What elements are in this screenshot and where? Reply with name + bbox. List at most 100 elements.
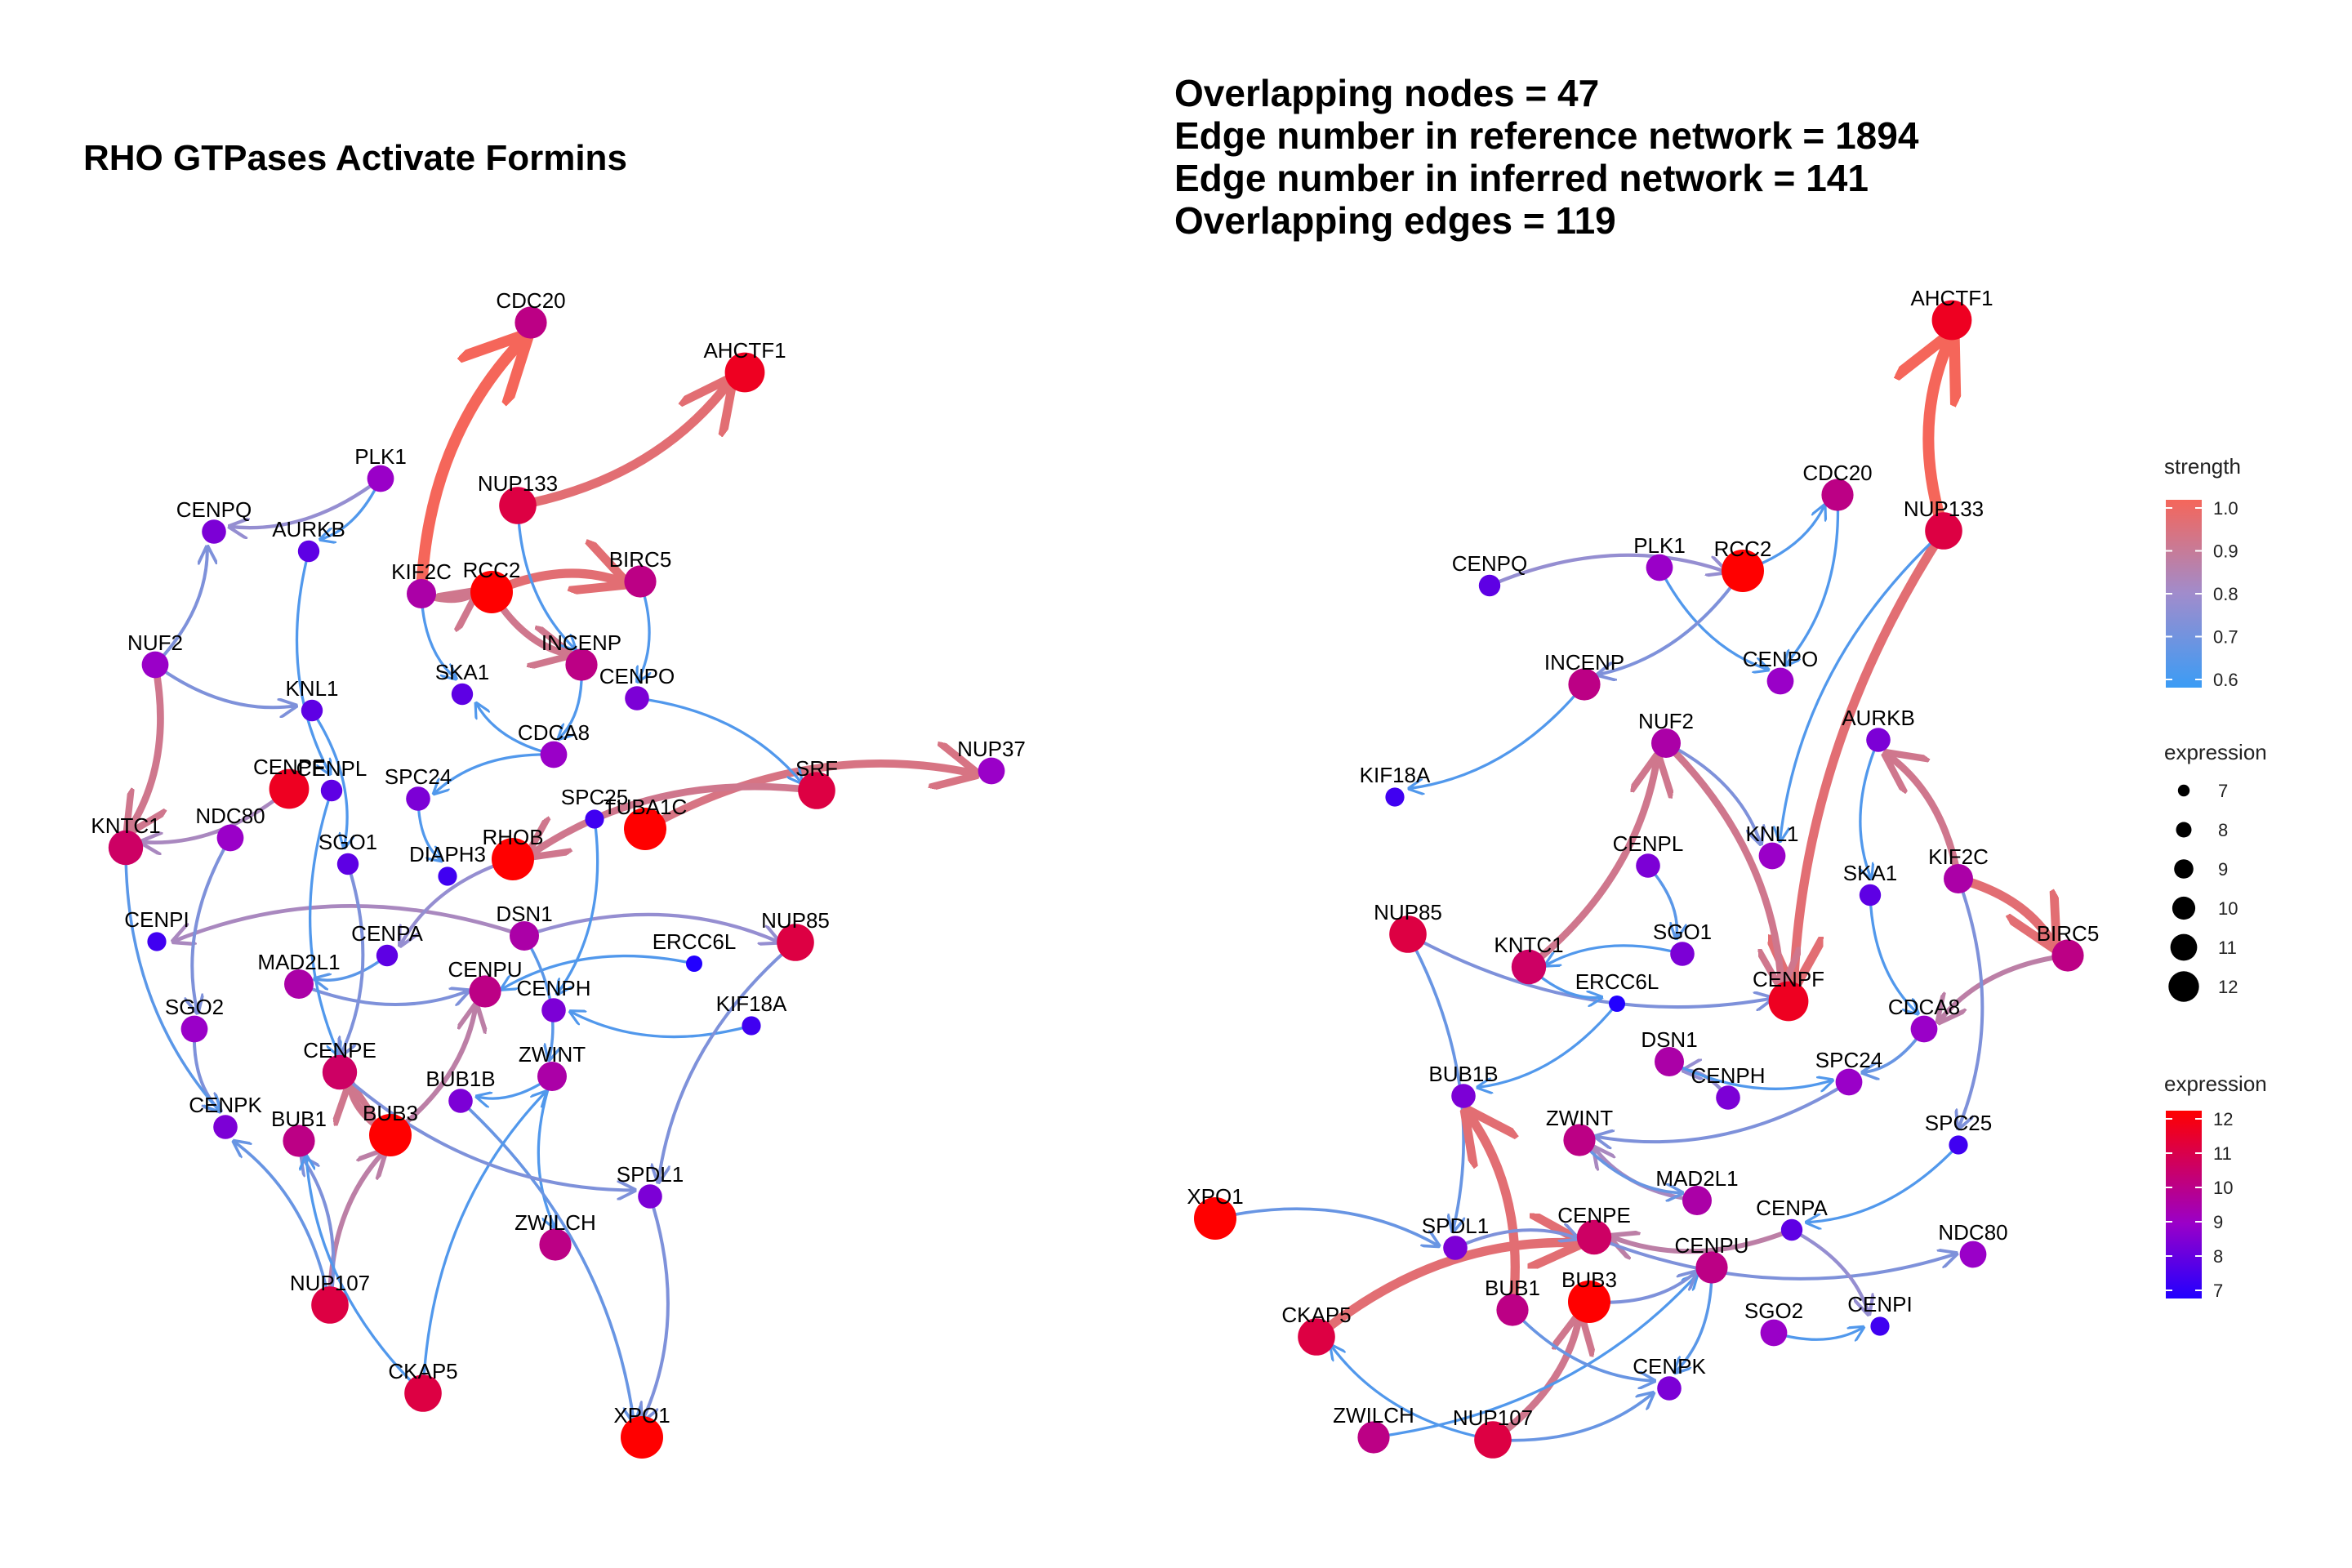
left-node-diaph3: DIAPH3 bbox=[409, 842, 486, 886]
left-edge-nuf2-to-cenpq bbox=[154, 547, 207, 666]
strength-legend: strength 1.0 0.9 0.8 0.7 0.6 bbox=[2164, 454, 2241, 690]
right-node-circle-zwilch bbox=[1357, 1421, 1390, 1454]
left-edge-cdca8-to-spc24 bbox=[434, 753, 555, 794]
right-node-circle-spc25 bbox=[1949, 1135, 1968, 1155]
right-edge-nup133-to-cenpf bbox=[1793, 526, 1949, 986]
left-node-nup85: NUP85 bbox=[761, 908, 830, 961]
left-edge-nup107-to-cenpk bbox=[234, 1142, 332, 1307]
right-node-cenpq: CENPQ bbox=[1452, 551, 1527, 597]
left-node-circle-kif2c bbox=[407, 579, 436, 608]
left-node-cenpk: CENPK bbox=[189, 1093, 262, 1139]
right-node-circle-spc24 bbox=[1835, 1068, 1863, 1096]
left-node-birc5: BIRC5 bbox=[609, 547, 671, 598]
left-node-circle-cenpq bbox=[202, 519, 226, 544]
right-node-label-bub1b: BUB1B bbox=[1428, 1062, 1498, 1086]
left-node-dsn1: DSN1 bbox=[496, 902, 553, 951]
right-node-label-ercc6l: ERCC6L bbox=[1575, 969, 1659, 994]
right-node-cenpa: CENPA bbox=[1756, 1196, 1828, 1241]
right-node-label-nup85: NUP85 bbox=[1374, 900, 1442, 924]
left-node-zwilch: ZWILCH bbox=[514, 1210, 596, 1261]
expression-colorbar bbox=[2166, 1111, 2202, 1298]
right-node-circle-incenp bbox=[1568, 668, 1601, 701]
right-node-circle-dsn1 bbox=[1655, 1047, 1684, 1076]
right-node-label-cdc20: CDC20 bbox=[1802, 461, 1872, 485]
left-node-circle-spc25 bbox=[585, 809, 604, 829]
left-node-label-nup37: NUP37 bbox=[957, 737, 1026, 761]
left-node-label-cenpq: CENPQ bbox=[176, 497, 252, 522]
right-node-label-spdl1: SPDL1 bbox=[1422, 1214, 1489, 1238]
right-node-circle-sgo1 bbox=[1670, 942, 1695, 966]
left-edge-kntc1-to-cenpk bbox=[124, 846, 220, 1111]
left-panel-title: RHO GTPases Activate Formins bbox=[83, 138, 627, 178]
right-node-label-plk1: PLK1 bbox=[1633, 533, 1686, 558]
right-node-label-cenpq: CENPQ bbox=[1452, 551, 1527, 576]
left-edge-knl1-to-sgo1 bbox=[310, 709, 347, 848]
right-node-circle-cenph bbox=[1716, 1085, 1740, 1110]
left-node-circle-kntc1 bbox=[108, 830, 144, 866]
right-node-label-cenpl: CENPL bbox=[1613, 831, 1684, 856]
left-node-circle-srf bbox=[798, 772, 835, 809]
left-node-circle-aurkb bbox=[297, 540, 320, 563]
right-edge-incenp-to-kif18a bbox=[1410, 683, 1586, 789]
left-node-label-bub1b: BUB1B bbox=[425, 1067, 495, 1091]
left-node-rcc2: RCC2 bbox=[463, 558, 520, 613]
right-node-nuf2: NUF2 bbox=[1638, 709, 1694, 758]
expression-size-legend-title: expression bbox=[2164, 740, 2267, 764]
left-node-circle-cenpl bbox=[320, 779, 343, 802]
left-node-circle-nup85 bbox=[777, 924, 814, 961]
right-edge-cenpa-to-cenpi bbox=[1789, 1227, 1869, 1314]
left-node-plk1: PLK1 bbox=[354, 444, 407, 492]
left-node-label-tuba1c: TUBA1C bbox=[604, 795, 688, 819]
right-node-circle-rcc2 bbox=[1722, 550, 1764, 592]
right-node-sgo2: SGO2 bbox=[1744, 1298, 1803, 1347]
right-node-label-spc25: SPC25 bbox=[1925, 1111, 1992, 1135]
left-node-mad2l1: MAD2L1 bbox=[257, 950, 341, 999]
strength-tick-label: 0.7 bbox=[2213, 627, 2238, 648]
right-network-edges bbox=[1214, 336, 2070, 1444]
expression-color-legend: expression 12 11 10 9 8 7 bbox=[2164, 1071, 2267, 1301]
right-node-label-kif2c: KIF2C bbox=[1928, 844, 1989, 869]
right-node-circle-cdc20 bbox=[1821, 479, 1854, 511]
left-node-label-sgo2: SGO2 bbox=[165, 995, 224, 1019]
right-node-nup107: NUP107 bbox=[1453, 1405, 1533, 1459]
left-node-label-nup133: NUP133 bbox=[478, 471, 558, 496]
left-edge-kif18a-to-cenph bbox=[570, 1012, 753, 1039]
right-node-zwint: ZWINT bbox=[1546, 1106, 1613, 1156]
right-edge-sgo2-to-cenpi bbox=[1772, 1327, 1864, 1339]
right-edge-ckap5-to-cenpe bbox=[1312, 1243, 1579, 1342]
expression-color-tick-label: 12 bbox=[2213, 1109, 2233, 1129]
right-edge-nup107-to-cenpk bbox=[1491, 1393, 1653, 1442]
left-node-ckap5: CKAP5 bbox=[388, 1359, 458, 1412]
inferred-network-panel: Overlapping nodes = 47 Edge number in re… bbox=[1174, 72, 2099, 1459]
expression-color-ticks: 12 11 10 9 8 7 bbox=[2166, 1109, 2233, 1301]
left-node-circle-spc24 bbox=[406, 786, 430, 811]
right-node-circle-zwint bbox=[1563, 1124, 1596, 1156]
left-node-circle-spdl1 bbox=[638, 1184, 662, 1209]
right-node-xpo1: XPO1 bbox=[1187, 1184, 1244, 1240]
right-node-circle-cenpl bbox=[1636, 853, 1660, 878]
right-node-label-bub3: BUB3 bbox=[1561, 1267, 1617, 1292]
left-edge-cenpf-to-kntc1 bbox=[141, 786, 292, 843]
left-node-label-cenpo: CENPO bbox=[599, 664, 675, 688]
right-node-mad2l1: MAD2L1 bbox=[1655, 1166, 1739, 1215]
right-node-aurkb: AURKB bbox=[1842, 706, 1915, 752]
left-node-label-bub3: BUB3 bbox=[363, 1101, 418, 1125]
right-node-label-birc5: BIRC5 bbox=[2037, 921, 2100, 946]
right-node-circle-cdca8 bbox=[1910, 1015, 1938, 1043]
left-node-circle-knl1 bbox=[301, 699, 323, 722]
left-node-circle-sgo1 bbox=[336, 853, 359, 875]
legend: strength 1.00.90.80.70.6 expression 7891… bbox=[2164, 454, 2267, 1301]
left-node-label-ahctf1: AHCTF1 bbox=[703, 338, 786, 363]
right-node-label-aurkb: AURKB bbox=[1842, 706, 1915, 730]
left-edge-nup85-to-spdl1 bbox=[658, 941, 797, 1182]
left-node-label-cdc20: CDC20 bbox=[496, 288, 565, 313]
left-node-circle-diaph3 bbox=[438, 866, 457, 886]
left-node-circle-cenpk bbox=[213, 1115, 238, 1139]
left-node-label-knl1: KNL1 bbox=[285, 676, 338, 701]
left-node-circle-ckap5 bbox=[404, 1374, 442, 1412]
left-node-circle-bub1b bbox=[448, 1089, 473, 1113]
left-node-label-cenpi: CENPI bbox=[124, 907, 189, 932]
right-node-label-kif18a: KIF18A bbox=[1360, 763, 1431, 787]
stat-overlapping-nodes: Overlapping nodes = 47 bbox=[1174, 72, 1599, 114]
